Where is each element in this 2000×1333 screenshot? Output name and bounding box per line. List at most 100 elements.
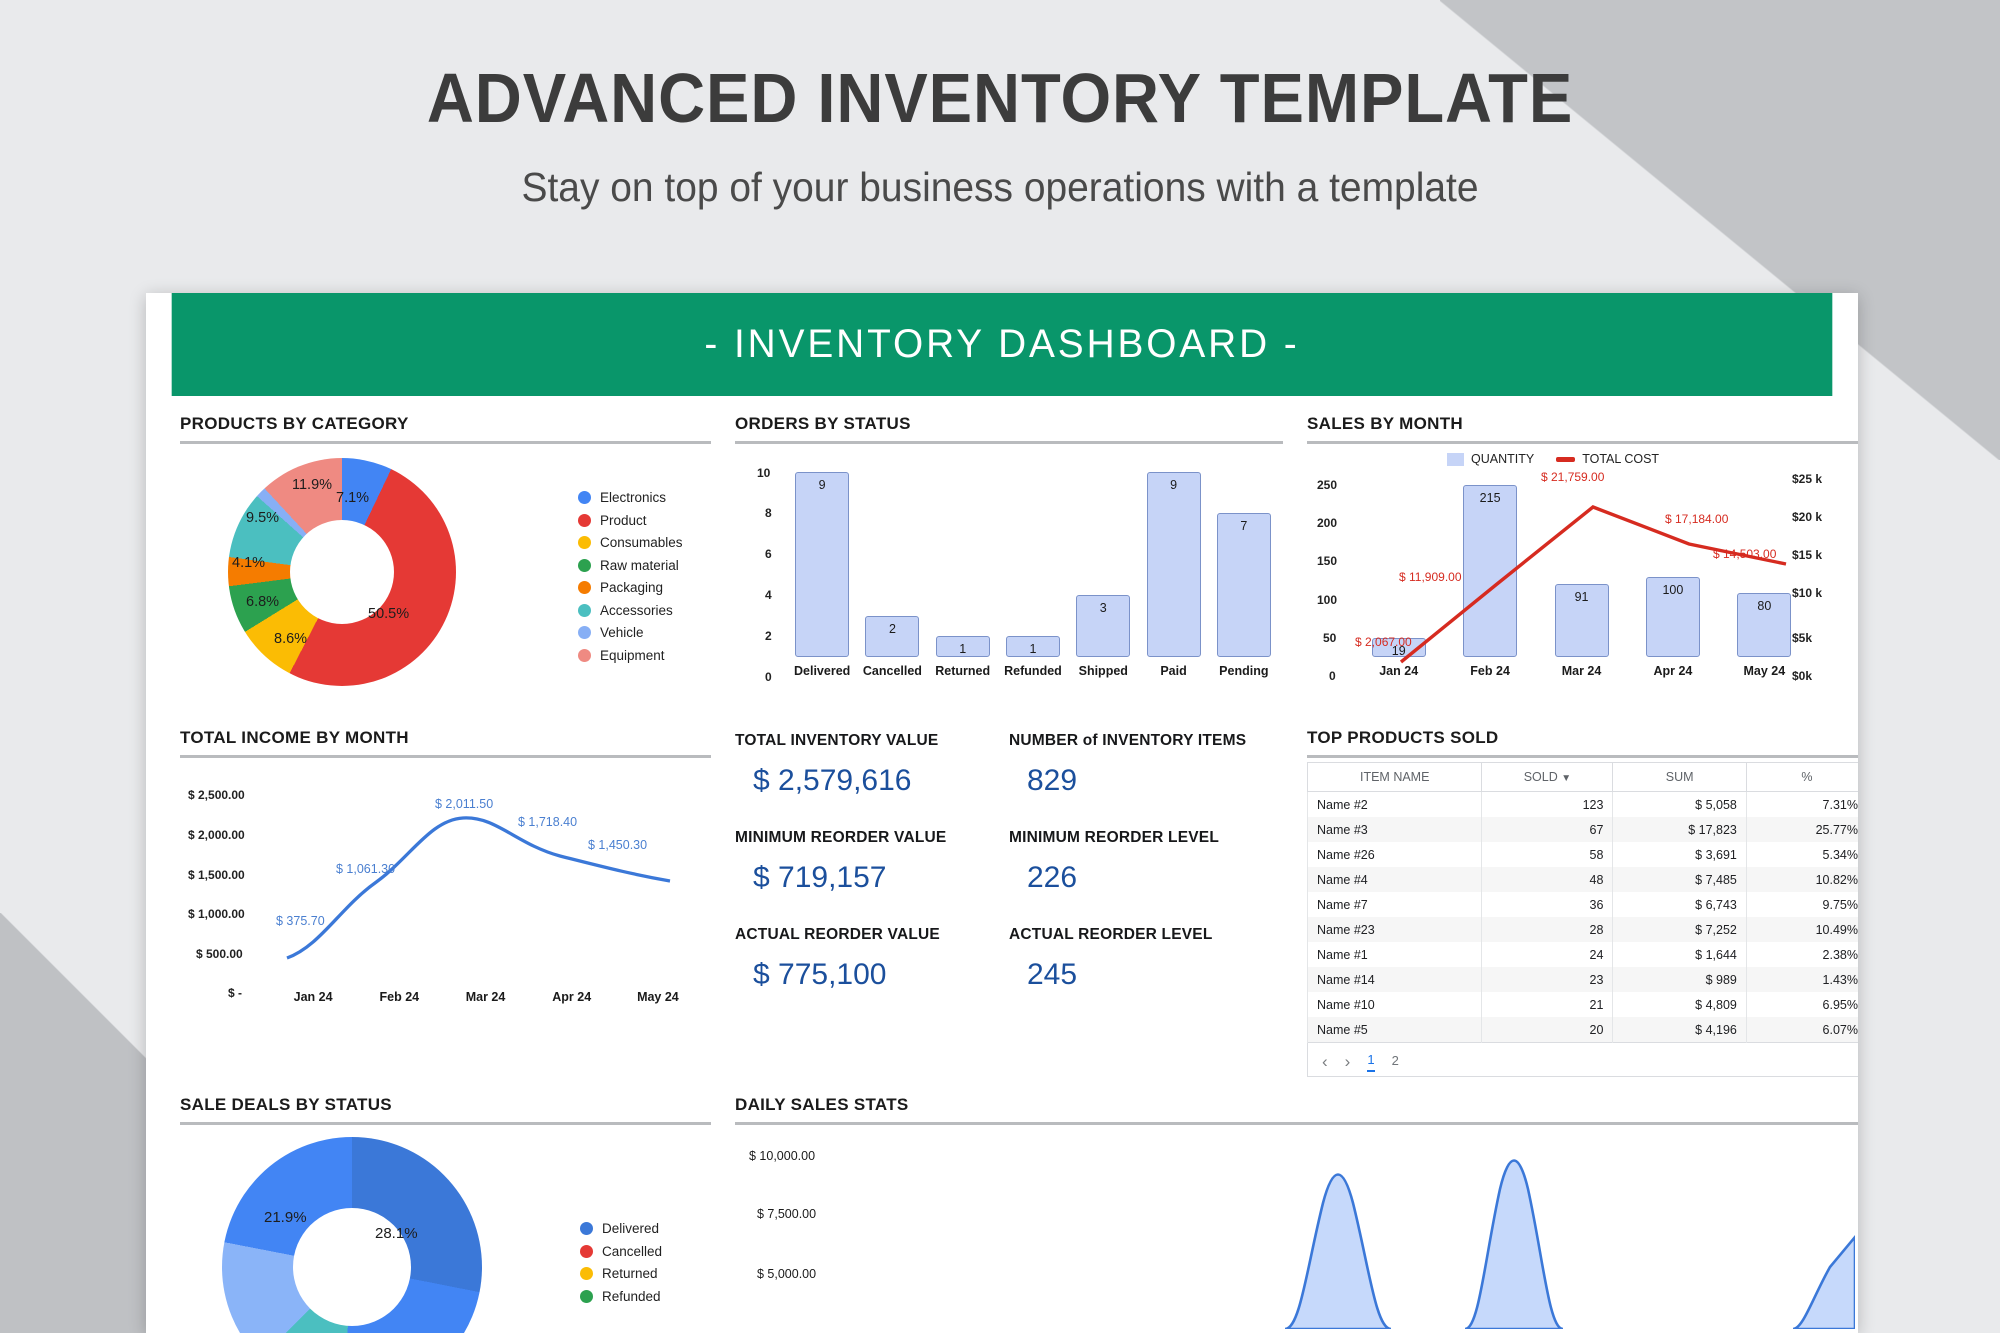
legend-item[interactable]: Delivered	[580, 1221, 662, 1236]
legend-swatch-icon	[580, 1267, 593, 1280]
panel-divider	[180, 1122, 711, 1125]
cell-sold: 36	[1481, 892, 1614, 917]
pagination-page-2[interactable]: 2	[1391, 1053, 1399, 1068]
y-tick-right: $15 k	[1792, 548, 1823, 562]
panel-divider	[1307, 441, 1858, 444]
y-tick-left: 200	[1317, 516, 1338, 530]
table-row[interactable]: Name #26 58 $ 3,691 5.34%	[1306, 842, 1858, 867]
table-row[interactable]: Name #5 20 $ 4,196 6.07%	[1306, 1017, 1858, 1043]
bar-column: 91 Mar 24	[1536, 482, 1627, 678]
kpi-card: MINIMUM REORDER LEVEL 226	[1009, 829, 1283, 895]
bar-category: Mar 24	[1561, 664, 1602, 678]
page-subtitle: Stay on top of your business operations …	[521, 164, 1479, 210]
kpi-value: $ 719,157	[753, 861, 887, 894]
table-body: Name #2 123 $ 5,058 7.31% Name #3 67 $ 17,823…	[1306, 791, 1858, 1043]
table-row[interactable]: Name #14 23 $ 989 1.43%	[1306, 967, 1858, 992]
legend-item[interactable]: Accessories	[578, 603, 683, 618]
bar-category: Refunded	[1004, 664, 1062, 678]
dashboard-row-1: PRODUCTS BY CATEGORY 7.1% 50.5% 8.6% 6.8…	[146, 396, 1858, 710]
legend-item[interactable]: QUANTITY	[1447, 452, 1534, 466]
chart-sale-deals-by-status: 28.1% 21.9% Delivered Cancelled Returned…	[180, 1129, 711, 1333]
legend-item[interactable]: Electronics	[578, 490, 683, 505]
legend-item[interactable]: Returned	[580, 1266, 662, 1281]
y-tick-right: $20 k	[1792, 510, 1823, 524]
y-tick: 0	[765, 670, 772, 684]
x-axis-total-income: Jan 24 Feb 24 Mar 24 Apr 24 May 24	[270, 990, 701, 1004]
bar-value: 80	[1757, 598, 1772, 613]
x-tick: Jan 24	[293, 990, 333, 1004]
table-pagination: ‹ › 1 2	[1307, 1043, 1858, 1077]
legend-item[interactable]: Refunded	[580, 1289, 662, 1304]
x-tick: Mar 24	[465, 990, 506, 1004]
legend-swatch-icon	[578, 648, 591, 662]
cell-percent: 6.07%	[1745, 1017, 1858, 1043]
legend-item[interactable]: TOTAL COST	[1556, 452, 1659, 466]
cell-sold: 23	[1481, 967, 1614, 992]
table-row[interactable]: Name #7 36 $ 6,743 9.75%	[1306, 892, 1858, 917]
bar-column: 215 Feb 24	[1444, 482, 1535, 678]
table-row[interactable]: Name #23 28 $ 7,252 10.49%	[1306, 917, 1858, 942]
bar[interactable]: 1	[1005, 636, 1060, 657]
bar[interactable]: 80	[1737, 592, 1792, 657]
bar-value: 2	[888, 621, 896, 636]
chart-products-by-category: 7.1% 50.5% 8.6% 6.8% 4.1% 9.5% 11.9% Ele…	[180, 448, 711, 698]
legend-item[interactable]: Raw material	[578, 558, 683, 573]
cell-item-name: Name #7	[1306, 892, 1483, 917]
y-tick: $ 500.00	[196, 947, 243, 961]
col-header-item-name[interactable]: ITEM NAME	[1306, 762, 1483, 792]
cell-sold: 67	[1481, 817, 1614, 842]
kpi-label: NUMBER of INVENTORY ITEMS	[1009, 732, 1247, 749]
legend-sale-deals: Delivered Cancelled Returned Refunded	[580, 1221, 662, 1311]
table-row[interactable]: Name #10 21 $ 4,809 6.95%	[1306, 992, 1858, 1017]
legend-item[interactable]: Consumables	[578, 535, 683, 550]
bar[interactable]: 91	[1554, 583, 1609, 657]
panel-divider	[180, 755, 711, 758]
legend-label: Delivered	[602, 1221, 660, 1236]
donut-slice-label: 7.1%	[336, 490, 370, 506]
bar-column: 1 Refunded	[998, 472, 1068, 678]
pagination-page-1[interactable]: 1	[1367, 1052, 1375, 1072]
bar-column: 1 Returned	[928, 472, 998, 678]
bar[interactable]: 3	[1076, 595, 1131, 657]
bar[interactable]: 215	[1463, 484, 1518, 657]
bar-category: Apr 24	[1653, 664, 1693, 678]
bar-value: 1	[1029, 642, 1037, 657]
bar[interactable]: 1	[935, 636, 990, 657]
panel-divider	[735, 1122, 1858, 1125]
bar[interactable]: 100	[1645, 576, 1700, 657]
chart-sales-by-month: QUANTITY TOTAL COST 250 200 150 100 50 0…	[1307, 448, 1858, 710]
table-row[interactable]: Name #4 48 $ 7,485 10.82%	[1306, 867, 1858, 892]
panel-title-sale-deals-by-status: SALE DEALS BY STATUS	[180, 1095, 392, 1114]
legend-item[interactable]: Product	[578, 513, 683, 528]
col-header-sum[interactable]: SUM	[1612, 762, 1747, 792]
legend-item[interactable]: Equipment	[578, 648, 683, 663]
bar-value: 91	[1574, 589, 1589, 604]
bar[interactable]: 7	[1216, 512, 1271, 657]
legend-item[interactable]: Vehicle	[578, 625, 683, 640]
bar-value: 3	[1099, 601, 1107, 616]
legend-item[interactable]: Packaging	[578, 580, 683, 595]
table-row[interactable]: Name #1 24 $ 1,644 2.38%	[1306, 942, 1858, 967]
legend-swatch-icon	[578, 536, 591, 549]
y-tick-left: 0	[1329, 669, 1336, 683]
bar[interactable]: 9	[1146, 472, 1201, 657]
table-head: ITEM NAME SOLD ▼ SUM %	[1306, 762, 1858, 792]
kpi-label: MINIMUM REORDER VALUE	[735, 829, 947, 846]
legend-swatch-icon	[578, 513, 591, 527]
cell-item-name: Name #5	[1306, 1017, 1483, 1043]
y-tick-right: $10 k	[1792, 586, 1823, 600]
col-header-sold-label: SOLD	[1523, 770, 1558, 784]
bar[interactable]: 2	[865, 615, 920, 657]
table-row[interactable]: Name #3 67 $ 17,823 25.77%	[1306, 817, 1858, 842]
bar[interactable]: 9	[795, 472, 850, 657]
pagination-prev-icon[interactable]: ‹	[1322, 1052, 1328, 1071]
panel-kpis: TOTAL INVENTORY VALUE $ 2,579,616 NUMBER…	[723, 710, 1295, 1077]
col-header-sold[interactable]: SOLD ▼	[1481, 762, 1614, 792]
cell-sum: $ 4,196	[1612, 1017, 1747, 1043]
cell-percent: 25.77%	[1745, 817, 1858, 842]
pagination-next-icon[interactable]: ›	[1344, 1052, 1351, 1071]
col-header-percent[interactable]: %	[1745, 762, 1858, 792]
kpi-value: 245	[1027, 958, 1078, 991]
legend-item[interactable]: Cancelled	[580, 1244, 662, 1259]
table-row[interactable]: Name #2 123 $ 5,058 7.31%	[1306, 791, 1858, 817]
